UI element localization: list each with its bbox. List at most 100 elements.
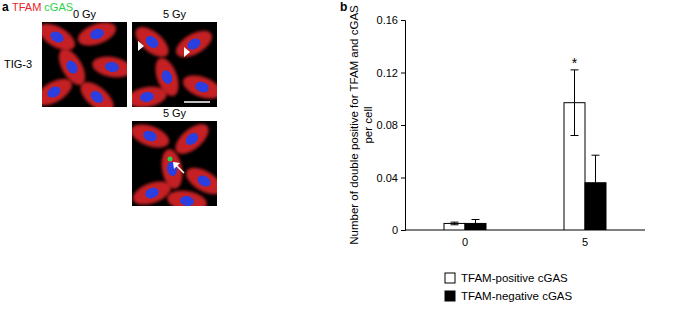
legend-item: TFAM-negative cGAS xyxy=(445,290,573,302)
legend-item: TFAM-positive cGAS xyxy=(445,272,568,284)
y-tick: 0.16 xyxy=(377,14,405,26)
arrowhead xyxy=(184,47,190,57)
cell xyxy=(180,71,217,103)
y-tick-mark xyxy=(401,73,405,74)
series xyxy=(465,155,606,230)
y-tick: 0.04 xyxy=(377,172,405,184)
cell-cytoplasm xyxy=(166,188,209,206)
cell xyxy=(75,76,118,107)
y-tick-mark xyxy=(401,230,405,231)
cell xyxy=(170,121,213,160)
cell-nucleus xyxy=(45,84,62,100)
cell xyxy=(42,73,76,107)
y-tick-mark xyxy=(401,178,405,179)
x-tick-label: 0 xyxy=(462,236,468,248)
cell-cytoplasm xyxy=(75,22,119,50)
cgas-spot xyxy=(168,157,173,162)
error-bar xyxy=(472,220,480,228)
cell-nucleus xyxy=(48,29,65,45)
image-label: 5 Gy xyxy=(163,8,187,20)
cell xyxy=(132,22,174,63)
cell-cytoplasm xyxy=(132,121,172,152)
stain-legend: TFAMcGAS xyxy=(12,1,73,13)
error-bar-stem xyxy=(475,220,476,228)
legend-label: TFAM-negative cGAS xyxy=(461,290,573,302)
panel-label: a xyxy=(2,0,9,14)
error-bar-cap xyxy=(451,222,459,223)
cell-cytoplasm xyxy=(75,76,118,107)
cell-cytoplasm xyxy=(132,177,174,206)
cell xyxy=(75,22,119,50)
figure: aTFAMcGAS0 Gy 5 Gy 5 Gy TIG-3 b 0 0.04 0.08 0.12… xyxy=(0,0,685,335)
y-tick-label: 0 xyxy=(392,224,398,236)
arrowhead xyxy=(138,41,144,51)
cell-cytoplasm xyxy=(132,84,168,107)
y-axis-line xyxy=(401,21,406,231)
cell-cytoplasm xyxy=(172,25,217,62)
cell xyxy=(132,121,172,152)
stain-label: TFAM xyxy=(12,1,41,13)
micrograph xyxy=(42,22,127,107)
image-label: 5 Gy xyxy=(163,107,187,119)
y-axis-title-line: per cell xyxy=(362,106,374,143)
x-tick: 0 xyxy=(462,236,468,248)
y-tick: 0.12 xyxy=(377,67,405,79)
x-axis: 05 xyxy=(405,230,645,248)
cell-nucleus xyxy=(104,61,120,73)
y-axis-title-line: Number of double positive for TFAM and c… xyxy=(348,5,360,245)
error-bar-stem xyxy=(574,70,575,136)
x-tick: 5 xyxy=(582,236,588,248)
cell-cytoplasm xyxy=(132,22,174,63)
y-tick-label: 0.04 xyxy=(377,172,398,184)
cell-cytoplasm xyxy=(91,54,127,81)
image-label: 0 Gy xyxy=(73,8,97,20)
cell-nucleus xyxy=(144,186,161,200)
micrograph xyxy=(132,121,217,206)
cell-nucleus xyxy=(185,36,202,52)
cell-nucleus xyxy=(143,34,160,51)
cell xyxy=(166,188,209,206)
y-tick-mark xyxy=(401,20,405,21)
row-label: TIG-3 xyxy=(4,58,32,70)
stain-label: cGAS xyxy=(44,1,73,13)
cell-nucleus xyxy=(160,69,174,86)
cell xyxy=(91,54,127,81)
cell-nucleus xyxy=(64,58,80,75)
cell-cytoplasm xyxy=(42,22,79,56)
legend-swatch xyxy=(445,273,455,283)
cell-cytoplasm xyxy=(42,73,76,107)
y-tick-label: 0.16 xyxy=(377,14,398,26)
error-bar xyxy=(592,155,600,210)
error-bar-cap xyxy=(451,224,459,225)
error-bar-cap xyxy=(472,219,480,220)
cell-nucleus xyxy=(88,89,105,106)
cell-nucleus xyxy=(183,131,200,148)
y-tick-label: 0.08 xyxy=(377,119,398,131)
panel-label: b xyxy=(340,0,347,14)
y-tick-label: 0.12 xyxy=(377,67,398,79)
error-bar xyxy=(451,222,459,225)
error-bar-cap xyxy=(571,135,579,136)
cell-nucleus xyxy=(142,129,159,143)
arrowhead xyxy=(173,162,180,169)
error-bar-stem xyxy=(595,155,596,210)
bar xyxy=(444,223,465,230)
error-bar-cap xyxy=(472,227,480,228)
cell xyxy=(132,177,174,206)
error-bar-cap xyxy=(592,210,600,211)
annotation: * xyxy=(572,55,578,71)
legend: TFAM-positive cGAS TFAM-negative cGAS xyxy=(445,272,573,302)
cell-cytoplasm xyxy=(180,71,217,103)
cell-nucleus xyxy=(194,80,211,94)
y-tick: 0.08 xyxy=(377,119,405,131)
cell-nucleus xyxy=(179,195,195,206)
scale-bar xyxy=(184,101,210,103)
legend-swatch xyxy=(445,291,455,301)
legend-label: TFAM-positive cGAS xyxy=(461,272,568,284)
cell xyxy=(132,84,168,107)
error-bar-cap xyxy=(592,155,600,156)
x-axis-line xyxy=(405,230,645,231)
x-tick-label: 5 xyxy=(582,236,588,248)
error-bar xyxy=(571,70,579,136)
cell xyxy=(172,25,217,62)
